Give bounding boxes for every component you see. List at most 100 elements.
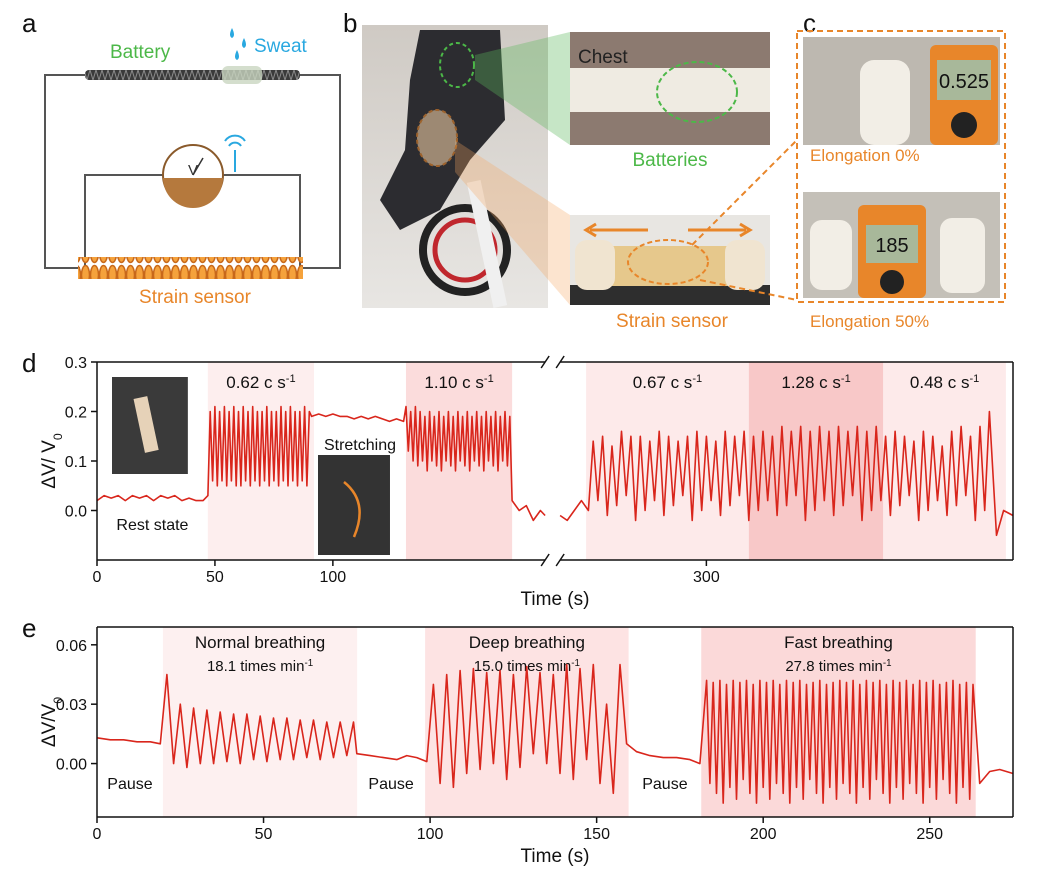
callout-line <box>691 139 798 246</box>
sensor-marker <box>416 109 458 167</box>
stretch-arrows <box>583 222 753 238</box>
y-axis-label-sub: 0 <box>51 433 65 440</box>
panel-b: b Chest Batteries Strain sensor <box>343 8 798 332</box>
glove <box>940 218 985 293</box>
y-tick-label: 0.06 <box>56 638 87 655</box>
y-axis-label: ΔV/V0 <box>39 697 65 747</box>
glove <box>575 240 615 290</box>
x-axis-label: Time (s) <box>521 589 590 610</box>
annotation: Pause <box>107 776 152 793</box>
glove <box>810 220 852 290</box>
region-sublabel-sup: -1 <box>571 658 580 669</box>
axis-break <box>555 355 565 369</box>
inset-photo <box>317 455 390 555</box>
region-sublabel-main: 18.1 times min <box>207 658 305 675</box>
data-line <box>559 410 1014 537</box>
caption: Elongation 0% <box>810 146 920 165</box>
region-label: 1.10 c s-1 <box>424 373 493 392</box>
y-tick-label: 0.0 <box>65 504 87 521</box>
x-tick-label: 0 <box>93 569 102 586</box>
sensor-callout <box>455 140 570 305</box>
region-sublabel-main: 15.0 times min <box>474 658 572 675</box>
voltmeter-fill <box>163 178 223 208</box>
batteries-label: Batteries <box>633 150 708 171</box>
battery-marker <box>656 61 738 123</box>
x-tick-label: 0 <box>93 826 102 843</box>
y-tick-label: 0.3 <box>65 355 87 372</box>
voltmeter-label: V <box>188 162 198 179</box>
region-label-sup: -1 <box>969 373 979 385</box>
axis-break <box>540 355 550 369</box>
region-sublabel-sup: -1 <box>883 658 892 669</box>
region-label: Deep breathing <box>469 633 585 652</box>
x-tick-label: 50 <box>255 826 273 843</box>
x-tick-label: 50 <box>206 569 224 586</box>
panel-c: c 0.525 Elongation 0% 185 Elongation 50% <box>796 8 1006 331</box>
data-line <box>96 663 1014 804</box>
meter-reading: 185 <box>875 235 908 257</box>
battery-label: Battery <box>110 42 171 63</box>
circuit-wire <box>44 74 341 269</box>
shaded-region <box>405 362 513 560</box>
inset-photo-sensor <box>133 396 159 453</box>
glove <box>860 60 910 145</box>
region-label-sup: -1 <box>484 373 494 385</box>
y-axis-label: ΔV/ V0 <box>39 433 65 489</box>
panel-letter: b <box>343 8 357 38</box>
panel-letter: c <box>803 8 816 38</box>
battery-junction <box>222 66 262 84</box>
bike-frame <box>466 179 508 309</box>
region-label-sup: -1 <box>841 373 851 385</box>
meter-reading: 0.525 <box>939 71 989 93</box>
meter-dial <box>951 112 977 138</box>
region-label: 0.67 c s-1 <box>633 373 702 392</box>
sensor-marker <box>627 239 709 285</box>
zoom-box <box>796 30 1006 303</box>
meter-dial <box>880 270 904 294</box>
shaded-region <box>883 362 1006 560</box>
region-label-main: 1.10 c s <box>424 373 484 392</box>
region-label: Fast breathing <box>784 633 893 652</box>
y-axis-label-main: ΔV/V <box>39 703 60 747</box>
caption: Elongation 50% <box>810 312 929 331</box>
region-sublabel: 15.0 times min-1 <box>474 658 580 676</box>
panel-letter: d <box>22 348 36 378</box>
axis-break <box>555 553 565 567</box>
x-tick-label: 300 <box>693 569 720 586</box>
battery-fiber <box>85 70 300 80</box>
region-label: 0.62 c s-1 <box>226 373 295 392</box>
x-tick-label: 250 <box>916 826 943 843</box>
data-line <box>96 405 546 522</box>
bike-wheel <box>419 204 511 296</box>
y-tick-label: 0.1 <box>65 454 87 471</box>
y-tick-label: 0.03 <box>56 697 87 714</box>
chest-marker <box>439 42 475 88</box>
x-axis-label: Time (s) <box>521 846 590 867</box>
meter-screen <box>866 225 918 263</box>
region-label-main: 0.62 c s <box>226 373 286 392</box>
sensor-belt <box>600 246 740 286</box>
region-sublabel: 18.1 times min-1 <box>207 658 313 676</box>
voltmeter-needle <box>192 157 204 176</box>
panel-letter: a <box>22 8 37 38</box>
callout-line <box>699 279 798 301</box>
x-tick-label: 200 <box>750 826 777 843</box>
meter-screen <box>937 60 991 100</box>
y-tick-label: 0.2 <box>65 405 87 422</box>
x-tick-label: 100 <box>320 569 347 586</box>
region-sublabel-main: 27.8 times min <box>785 658 883 675</box>
region-sublabel-sup: -1 <box>304 658 313 669</box>
region-label: Normal breathing <box>195 633 325 652</box>
sensor-label: Strain sensor <box>139 287 252 308</box>
sweat-drops <box>230 28 246 60</box>
region-label-main: 0.48 c s <box>910 373 970 392</box>
y-tick-label: 0.00 <box>56 757 87 774</box>
shaded-region <box>425 627 629 817</box>
x-tick-label: 100 <box>417 826 444 843</box>
inset-arrow <box>343 481 361 538</box>
battery-belt <box>570 68 770 112</box>
region-label-main: 1.28 c s <box>781 373 841 392</box>
chest-label: Chest <box>578 47 628 68</box>
